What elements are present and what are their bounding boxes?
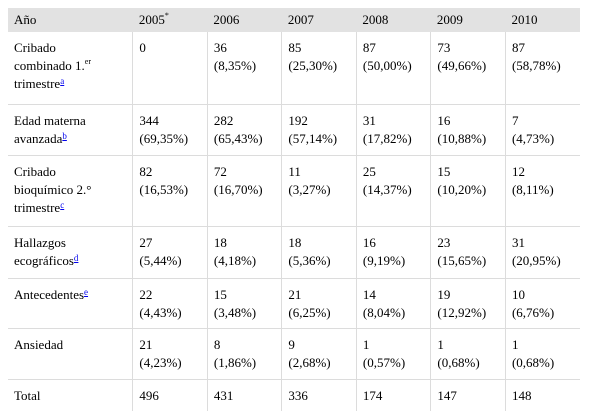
value-cell: 27 (5,44%) [132,226,208,279]
value-cell: 0 [132,32,208,105]
header-cell-2008: 2008 [356,8,431,32]
footnote-link-e[interactable]: e [84,286,89,297]
header-row: Año 2005* 2006 2007 2008 2009 2010 [8,8,580,32]
value-cell: 16 (9,19%) [355,226,431,279]
value-cell: 192 (57,14%) [281,104,357,156]
table-container: Año 2005* 2006 2007 2008 2009 2010 Criba… [8,8,580,411]
total-cell: 174 [355,379,431,411]
indications-table: Año 2005* 2006 2007 2008 2009 2010 Criba… [8,8,580,411]
value-cell: 1 (0,57%) [355,328,431,380]
table-row: Edad materna avanzadab 344 (69,35%) 282 (6… [8,104,580,156]
value-cell: 344 (69,35%) [132,104,208,156]
value-cell: 15 (10,20%) [430,155,506,227]
total-cell: 336 [281,379,357,411]
header-cell-2009: 2009 [430,8,506,32]
header-cell-2005: 2005* [132,8,208,32]
value-cell: 22 (4,43%) [132,278,208,329]
row-label: Cribado bioquímico 2.° trimestrec [8,155,133,227]
value-cell: 15 (3,48%) [206,278,282,329]
row-label: Ansiedad [8,328,133,380]
total-cell: 496 [132,379,208,411]
row-label: Edad materna avanzadab [8,104,133,156]
total-cell: 148 [504,379,580,411]
value-cell: 18 (4,18%) [206,226,282,279]
total-cell: 431 [206,379,282,411]
value-cell: 73 (49,66%) [430,32,506,105]
value-cell: 21 (4,23%) [132,328,208,380]
table-row: Cribado combinado 1.er trimestrea 0 36 (8… [8,32,580,105]
value-cell: 87 (50,00%) [355,32,431,105]
value-cell: 8 (1,86%) [206,328,282,380]
header-cell-2007: 2007 [281,8,357,32]
value-cell: 31 (20,95%) [504,226,580,279]
value-cell: 1 (0,68%) [504,328,580,380]
value-cell: 36 (8,35%) [206,32,282,105]
value-cell: 12 (8,11%) [504,155,580,227]
value-cell: 72 (16,70%) [206,155,282,227]
value-cell: 25 (14,37%) [355,155,431,227]
header-cell-year-label: Año [8,8,133,32]
footnote-link-b[interactable]: b [62,130,67,141]
value-cell: 9 (2,68%) [281,328,357,380]
table-row: Cribado bioquímico 2.° trimestrec 82 (16,… [8,155,580,227]
value-cell: 11 (3,27%) [281,155,357,227]
footnote-link-c[interactable]: c [60,199,65,210]
header-asterisk: * [164,11,169,20]
value-cell: 31 (17,82%) [355,104,431,156]
row-label: Cribado combinado 1.er trimestrea [8,32,133,105]
table-row: Ansiedad 21 (4,23%) 8 (1,86%) 9 (2,68%) 1 (0… [8,328,580,380]
value-cell: 87 (58,78%) [504,32,580,105]
value-cell: 1 (0,68%) [430,328,506,380]
value-cell: 14 (8,04%) [355,278,431,329]
value-cell: 85 (25,30%) [281,32,357,105]
table-row: Antecedentese 22 (4,43%) 15 (3,48%) 21 (6,2… [8,278,580,329]
value-cell: 23 (15,65%) [430,226,506,279]
total-row: Total 496 431 336 174 147 148 [8,379,580,411]
value-cell: 19 (12,92%) [430,278,506,329]
header-cell-2010: 2010 [505,8,580,32]
value-cell: 21 (6,25%) [281,278,357,329]
total-label: Total [14,387,41,403]
total-cell: 147 [430,379,506,411]
row-label: Antecedentese [8,278,133,329]
value-cell: 10 (6,76%) [504,278,580,329]
value-cell: 282 (65,43%) [206,104,282,156]
row-label: Hallazgos ecográficosd [8,226,133,279]
value-cell: 82 (16,53%) [132,155,208,227]
value-cell: 18 (5,36%) [281,226,357,279]
table-row: Hallazgos ecográficosd 27 (5,44%) 18 (4,18… [8,226,580,279]
footnote-link-a[interactable]: a [60,76,65,86]
footnote-link-d[interactable]: d [73,252,79,263]
header-cell-2006: 2006 [207,8,282,32]
value-cell: 16 (10,88%) [430,104,506,156]
value-cell: 7 (4,73%) [504,104,580,156]
